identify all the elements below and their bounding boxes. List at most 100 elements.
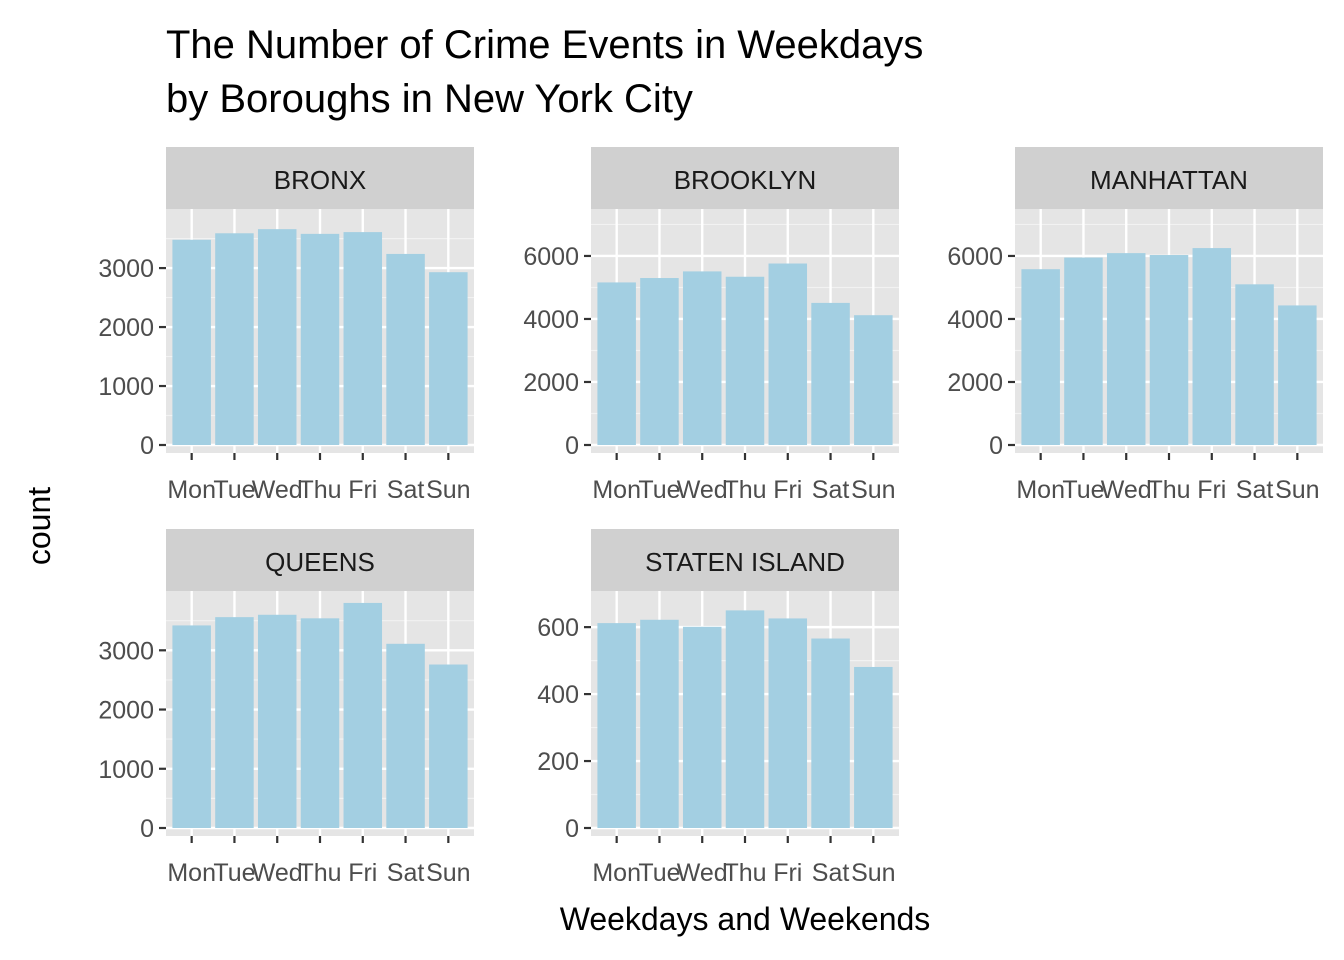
x-tick-label-thu: Thu xyxy=(298,859,341,887)
bar-bronx-mon xyxy=(172,239,211,445)
x-tick-label-fri: Fri xyxy=(1197,476,1226,504)
x-tick-label-fri: Fri xyxy=(773,859,802,887)
y-tick-label: 0 xyxy=(140,815,154,843)
bar-brooklyn-thu xyxy=(725,276,765,445)
y-tick-label: 3000 xyxy=(98,255,154,283)
y-tick-label: 1000 xyxy=(98,756,154,784)
facet-strip-label: STATEN ISLAND xyxy=(645,547,845,577)
x-tick-label-fri: Fri xyxy=(348,859,377,887)
y-tick-label: 0 xyxy=(140,432,154,460)
bar-queens-thu xyxy=(300,618,340,828)
bar-brooklyn-tue xyxy=(640,278,679,445)
bar-staten-island-wed xyxy=(682,626,722,828)
y-tick-label: 3000 xyxy=(98,637,154,665)
bar-staten-island-sat xyxy=(811,638,850,828)
x-tick-label-sun: Sun xyxy=(851,476,895,504)
x-tick-label-wed: Wed xyxy=(1101,476,1152,504)
y-axis-title: count xyxy=(21,487,57,565)
bar-bronx-thu xyxy=(300,233,340,445)
chart-title-line-2: by Boroughs in New York City xyxy=(166,77,693,121)
bar-staten-island-thu xyxy=(725,610,765,828)
facet-strip xyxy=(166,529,474,591)
bar-manhattan-tue xyxy=(1064,257,1103,445)
x-tick-label-sat: Sat xyxy=(387,476,425,504)
bar-brooklyn-mon xyxy=(597,282,636,445)
x-tick-label-mon: Mon xyxy=(592,476,641,504)
bar-brooklyn-wed xyxy=(682,271,722,445)
bar-manhattan-sun xyxy=(1278,305,1317,445)
y-tick-label: 200 xyxy=(537,748,579,776)
x-tick-label-mon: Mon xyxy=(1016,476,1065,504)
x-tick-label-wed: Wed xyxy=(677,476,728,504)
y-tick-label: 2000 xyxy=(98,697,154,725)
x-tick-label-thu: Thu xyxy=(723,859,766,887)
y-tick-label: 2000 xyxy=(523,369,579,397)
bar-queens-mon xyxy=(172,625,211,828)
facet-strip xyxy=(591,529,899,591)
facet-strip xyxy=(591,147,899,209)
bar-bronx-sun xyxy=(429,272,468,445)
bar-bronx-sat xyxy=(386,253,425,445)
x-tick-label-sat: Sat xyxy=(387,859,425,887)
x-tick-label-wed: Wed xyxy=(677,859,728,887)
x-tick-label-sat: Sat xyxy=(1236,476,1274,504)
x-tick-label-sun: Sun xyxy=(851,859,895,887)
bar-staten-island-mon xyxy=(597,623,636,828)
x-tick-label-tue: Tue xyxy=(638,476,680,504)
x-tick-label-sun: Sun xyxy=(1275,476,1319,504)
x-tick-label-thu: Thu xyxy=(1147,476,1190,504)
bar-manhattan-thu xyxy=(1149,255,1189,445)
bar-queens-sat xyxy=(386,643,425,828)
facet-strip xyxy=(1015,147,1323,209)
x-tick-label-sat: Sat xyxy=(812,476,850,504)
x-tick-label-thu: Thu xyxy=(298,476,341,504)
bar-manhattan-mon xyxy=(1021,269,1060,445)
bar-staten-island-sun xyxy=(854,666,893,828)
bar-queens-tue xyxy=(215,617,254,828)
y-tick-label: 600 xyxy=(537,614,579,642)
facet-strip-label: QUEENS xyxy=(265,547,375,577)
bar-queens-wed xyxy=(257,614,297,828)
x-tick-label-mon: Mon xyxy=(167,859,216,887)
bar-manhattan-wed xyxy=(1106,253,1146,445)
y-tick-label: 2000 xyxy=(947,369,1003,397)
facet-strip-label: BRONX xyxy=(274,165,366,195)
x-tick-label-tue: Tue xyxy=(213,859,255,887)
y-tick-label: 0 xyxy=(565,432,579,460)
y-tick-label: 6000 xyxy=(947,243,1003,271)
y-tick-label: 2000 xyxy=(98,314,154,342)
x-tick-label-tue: Tue xyxy=(1062,476,1104,504)
y-tick-label: 400 xyxy=(537,681,579,709)
x-tick-label-fri: Fri xyxy=(348,476,377,504)
bar-bronx-tue xyxy=(215,233,254,445)
bar-brooklyn-sat xyxy=(811,302,850,445)
y-tick-label: 4000 xyxy=(947,306,1003,334)
facet-strip-label: BROOKLYN xyxy=(674,165,817,195)
x-tick-label-thu: Thu xyxy=(723,476,766,504)
x-tick-label-sun: Sun xyxy=(426,859,470,887)
facet-strip xyxy=(166,147,474,209)
bar-brooklyn-fri xyxy=(768,263,808,445)
bar-brooklyn-sun xyxy=(854,315,893,445)
bar-queens-sun xyxy=(429,664,468,828)
x-axis-title: Weekdays and Weekends xyxy=(560,901,931,937)
bar-manhattan-fri xyxy=(1192,248,1232,445)
y-tick-label: 0 xyxy=(565,815,579,843)
bar-queens-fri xyxy=(343,602,383,828)
x-tick-label-tue: Tue xyxy=(213,476,255,504)
x-tick-label-fri: Fri xyxy=(773,476,802,504)
x-tick-label-sun: Sun xyxy=(426,476,470,504)
x-tick-label-mon: Mon xyxy=(592,859,641,887)
y-tick-label: 0 xyxy=(989,432,1003,460)
x-tick-label-mon: Mon xyxy=(167,476,216,504)
bar-staten-island-fri xyxy=(768,618,808,828)
x-tick-label-sat: Sat xyxy=(812,859,850,887)
y-tick-label: 4000 xyxy=(523,306,579,334)
y-tick-label: 1000 xyxy=(98,373,154,401)
